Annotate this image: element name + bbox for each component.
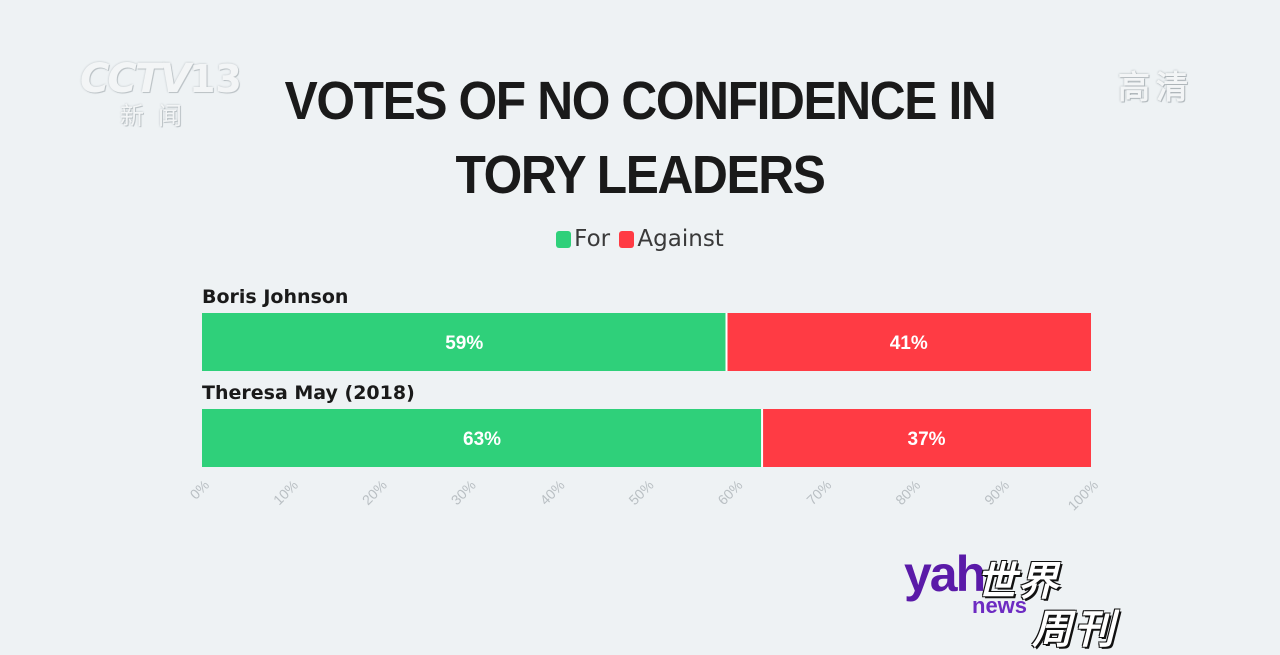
legend-swatch-for [556,231,572,248]
bar-segment-against-1 [762,409,1091,467]
x-tick-label: 20% [359,477,390,508]
data-label-for-1: 63% [463,429,501,450]
bar-segment-for-0 [202,313,727,371]
x-tick-label: 100% [1064,477,1101,514]
channel-logo-text: CCTV [80,56,191,102]
chart-title: VOTES OF NO CONFIDENCE IN TORY LEADERS [284,71,997,205]
bar-segment-for-1 [202,409,763,467]
category-label-theresa-may: Theresa May (2018) [202,382,415,404]
x-tick-label: 60% [714,477,745,508]
x-tick-label: 70% [803,477,834,508]
data-label-for-0: 59% [445,333,483,354]
cctv13-channel-logo: CCTV13 新闻 [80,56,250,130]
x-tick-label: 10% [270,477,301,508]
x-tick-label: 30% [448,477,479,508]
watermark-news: news [972,593,1028,618]
channel-subtitle: 新闻 [120,102,196,130]
x-tick-label: 0% [186,477,212,503]
x-tick-label: 40% [537,477,568,508]
hd-quality-badge: 高清 [1118,68,1195,106]
legend-swatch-against [619,231,635,248]
watermark-yahoo: yah [904,546,986,602]
watermark-chinese-bottom: 周刊 [1032,607,1116,653]
yahoo-news-watermark: yah news 世界 周刊 [904,545,1164,653]
chart-legend: For Against [0,226,1280,252]
x-tick-label: 90% [981,477,1012,508]
watermark-chinese-top: 世界 [976,559,1060,605]
category-label-boris-johnson: Boris Johnson [202,286,349,308]
legend-label-for: For [574,226,611,252]
data-label-against-0: 41% [890,333,928,354]
legend-item-for: For [556,226,610,252]
channel-number: 13 [188,57,242,101]
data-label-against-1: 37% [908,429,946,450]
legend-label-against: Against [637,226,724,252]
x-tick-label: 50% [625,477,656,508]
bar-segment-against-0 [726,313,1091,371]
legend-item-against: Against [619,226,724,252]
x-tick-label: 80% [892,477,923,508]
